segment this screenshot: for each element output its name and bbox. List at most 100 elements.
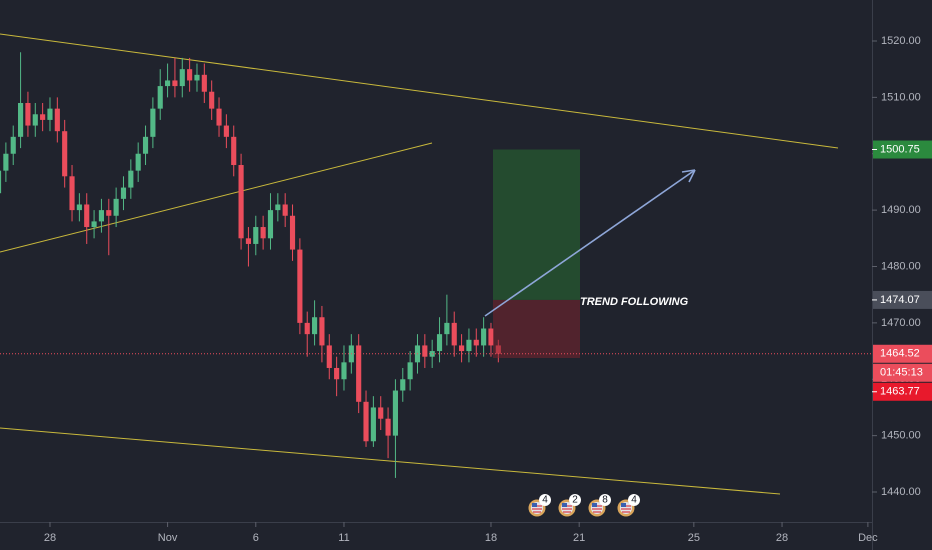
overlay: TREND FOLLOWING bbox=[0, 149, 872, 358]
candle-body bbox=[69, 176, 75, 211]
candle-body bbox=[201, 74, 207, 92]
candle-body bbox=[444, 322, 450, 335]
y-tick-label: 1520.00 bbox=[881, 35, 921, 47]
candle-body bbox=[54, 108, 60, 132]
candle-body bbox=[473, 339, 479, 346]
x-tick-label: 18 bbox=[485, 532, 497, 544]
entry-label: 1474.07 bbox=[880, 294, 920, 306]
candle-body bbox=[172, 80, 178, 87]
candle-body bbox=[157, 86, 163, 109]
y-tick-label: 1510.00 bbox=[881, 91, 921, 103]
candle-body bbox=[481, 328, 487, 346]
candle-body bbox=[0, 170, 2, 194]
trend-line bbox=[0, 142, 433, 253]
candle-body bbox=[113, 198, 119, 216]
entry-label-bg bbox=[873, 290, 932, 309]
target-label-bg bbox=[873, 140, 932, 159]
stop-label: 1463.77 bbox=[880, 386, 920, 398]
candle-body bbox=[165, 80, 171, 87]
candle-body bbox=[231, 136, 237, 166]
candle-body bbox=[150, 108, 156, 137]
candle-body bbox=[378, 407, 384, 419]
candle-body bbox=[392, 390, 399, 436]
candle-body bbox=[267, 210, 274, 239]
countdown-label-bg bbox=[873, 363, 932, 382]
y-tick-label: 1490.00 bbox=[881, 204, 921, 216]
event-count: 8 bbox=[602, 495, 608, 506]
x-tick-label: 11 bbox=[338, 532, 349, 544]
x-tick-label: 25 bbox=[688, 532, 700, 544]
candle-body bbox=[10, 136, 16, 154]
x-tick-label: 28 bbox=[776, 532, 788, 544]
candle-body bbox=[142, 136, 149, 154]
candle-body bbox=[385, 418, 391, 436]
candle-body bbox=[407, 362, 413, 380]
candle-body bbox=[275, 204, 281, 211]
profit-zone bbox=[493, 149, 580, 300]
event-canton bbox=[562, 503, 567, 507]
arrow-line bbox=[484, 169, 696, 317]
last-price-label: 1464.52 bbox=[880, 348, 920, 360]
candle-body bbox=[62, 131, 68, 177]
candle-body bbox=[76, 204, 82, 211]
candle-body bbox=[312, 317, 318, 335]
candle-body bbox=[400, 379, 406, 391]
candle-body bbox=[187, 69, 193, 81]
candle-body bbox=[297, 249, 303, 323]
candle-body bbox=[179, 69, 185, 87]
x-tick-label: Dec bbox=[858, 532, 878, 544]
candle-body bbox=[436, 334, 443, 352]
candle-body bbox=[32, 114, 38, 126]
candle-body bbox=[40, 114, 46, 120]
y-tick-label: 1440.00 bbox=[881, 486, 921, 498]
candle-body bbox=[260, 227, 266, 239]
candle-body bbox=[194, 74, 200, 81]
candle-body bbox=[488, 328, 494, 346]
x-tick-label: 21 bbox=[573, 532, 585, 544]
candle-body bbox=[370, 407, 376, 442]
candle-body bbox=[18, 103, 24, 137]
candle-body bbox=[3, 153, 9, 171]
candle-body bbox=[341, 362, 347, 380]
x-tick-label: 6 bbox=[253, 532, 259, 544]
target-label: 1500.75 bbox=[880, 143, 920, 155]
candle-body bbox=[91, 221, 97, 228]
arrow-head bbox=[681, 169, 696, 183]
event-canton bbox=[592, 503, 597, 507]
candle-body bbox=[253, 227, 259, 244]
x-tick-label: 28 bbox=[44, 532, 56, 544]
candle-body bbox=[363, 401, 369, 442]
loss-zone bbox=[493, 299, 580, 358]
trend-line bbox=[0, 33, 839, 149]
event-badge bbox=[599, 494, 611, 506]
event-badge bbox=[569, 494, 581, 506]
drawings bbox=[0, 33, 839, 495]
candle-body bbox=[289, 215, 296, 250]
event-badge bbox=[628, 494, 640, 506]
x-tick-label: Nov bbox=[158, 532, 178, 544]
candle-body bbox=[459, 345, 465, 352]
candle-body bbox=[216, 108, 222, 126]
candle-body bbox=[245, 238, 252, 244]
candle-body bbox=[120, 187, 127, 199]
event-count: 4 bbox=[631, 495, 637, 506]
candle-body bbox=[356, 345, 362, 402]
candle-body bbox=[334, 367, 340, 380]
last-price-label-bg bbox=[873, 344, 932, 363]
candle-body bbox=[238, 165, 244, 239]
candle-body bbox=[135, 153, 141, 171]
candle-body bbox=[422, 345, 428, 357]
candle-body bbox=[209, 91, 215, 109]
candle-body bbox=[326, 345, 332, 368]
event-count: 2 bbox=[572, 495, 578, 506]
candle-body bbox=[223, 125, 229, 137]
candle-body bbox=[84, 204, 90, 228]
stop-label-bg bbox=[873, 382, 932, 401]
event-count: 4 bbox=[542, 495, 548, 506]
candle-body bbox=[466, 339, 472, 352]
countdown-label: 01:45:13 bbox=[880, 367, 923, 379]
candle-body bbox=[25, 103, 31, 126]
